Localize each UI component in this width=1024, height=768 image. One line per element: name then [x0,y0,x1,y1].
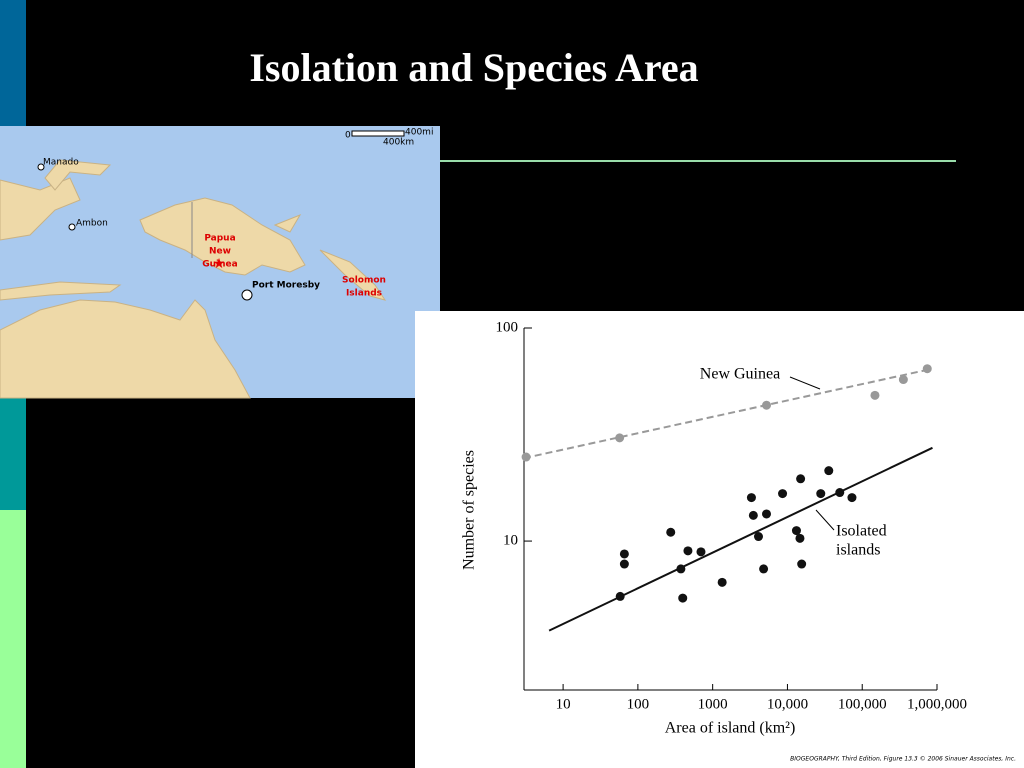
place-label: Port Moresby [252,281,320,291]
point [791,526,801,536]
country-label: Papua [204,234,235,244]
islands-label: Islands [346,289,382,299]
annotation: New Guinea [700,366,780,383]
point [759,564,769,574]
point [870,390,880,400]
island [273,213,302,233]
point [619,549,629,559]
point [615,433,625,443]
map: 0 400mi 400km Manado Ambon Port Moresby … [0,126,440,399]
point [816,489,826,499]
capital-star: ★ [213,257,226,272]
point [683,546,693,556]
island [44,159,112,191]
point [746,493,756,503]
point [678,593,688,603]
place-label: Ambon [76,219,108,229]
slide-title: Isolation and Species Area [249,45,698,90]
place-label: Manado [43,158,79,168]
y-axis-label: Number of species [461,450,478,570]
islands-label: Solomon [342,276,386,286]
credit: BIOGEOGRAPHY, Third Edition, Figure 13.3… [790,756,1016,763]
country-label: Guinea [202,260,237,270]
island [0,177,81,241]
point [835,488,845,498]
annotation: islands [836,542,880,559]
new-guinea [139,197,306,276]
point [762,400,772,410]
point [696,547,706,557]
x-tick-label: 10 [556,696,571,712]
scale-label: 400mi [405,128,433,138]
x-tick-label: 1000 [698,696,728,712]
point [615,591,625,601]
chart: 10 100 1000 10,000 100,000 1,000,000 10 100 Area… [461,319,1016,762]
y-tick-label: 100 [496,319,519,335]
fit-line [548,446,933,632]
leader [789,376,821,390]
point [717,577,727,587]
point [847,493,857,503]
stripe [0,0,26,126]
island [319,249,387,301]
city [37,163,45,171]
country-label: New [209,247,231,257]
city [68,223,76,231]
point [666,527,676,537]
point [748,510,758,520]
point [824,466,834,476]
stripe [0,510,26,768]
leader [815,509,835,531]
point [762,509,772,519]
fit-line [523,368,930,460]
point [778,489,788,499]
island [0,281,122,301]
scale-label: 0 [345,131,351,141]
scale-bar [351,130,405,137]
australia [0,299,251,399]
annotation: Isolated [836,523,887,540]
x-tick-label: 100 [627,696,650,712]
point [619,559,629,569]
x-axis-label: Area of island (km²) [665,720,796,737]
x-tick-label: 1,000,000 [907,696,967,712]
chart-panel [415,311,1024,768]
point [922,364,932,374]
point [795,533,805,543]
x-tick-label: 10,000 [767,696,808,712]
point [796,474,806,484]
point [898,375,908,385]
point [797,559,807,569]
stripe [0,398,26,510]
scale-label: 400km [383,138,414,148]
point [676,564,686,574]
point [521,452,531,462]
point [753,532,763,542]
y-tick-label: 10 [503,533,518,549]
x-tick-label: 100,000 [838,696,887,712]
capital [241,289,253,301]
